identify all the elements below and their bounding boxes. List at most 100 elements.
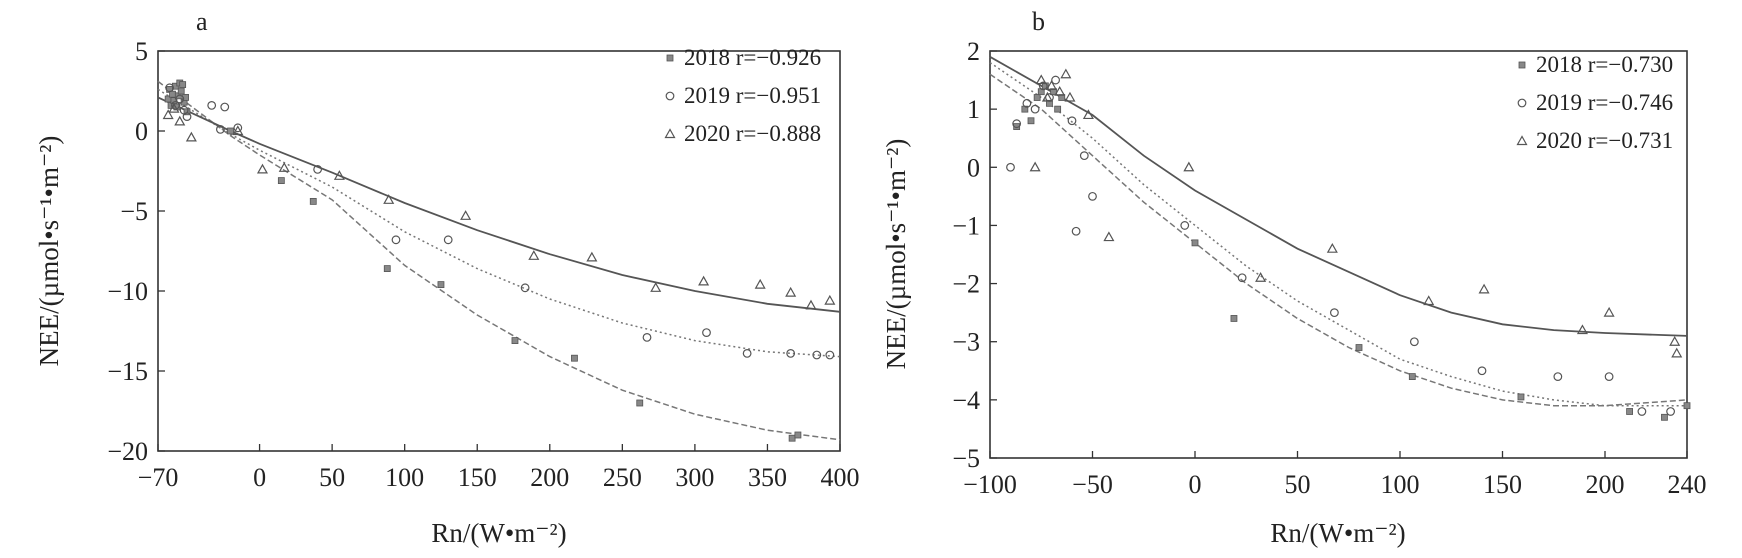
data-point	[1064, 91, 1076, 102]
y-tick-label: −5	[120, 197, 148, 226]
data-point	[1006, 162, 1015, 172]
data-point	[1423, 295, 1435, 306]
x-axis-label: Rn/(W•m⁻²)	[431, 518, 566, 548]
y-tick-label: −2	[952, 270, 980, 299]
legend-label: 2020 r=−0.731	[1536, 128, 1673, 153]
y-tick-label: 1	[967, 95, 980, 124]
fit-line	[157, 96, 841, 313]
y-tick-label: −10	[107, 277, 148, 306]
legend-marker	[666, 54, 674, 62]
legend-marker	[1518, 61, 1526, 69]
data-point	[183, 108, 191, 116]
data-point	[1071, 226, 1081, 236]
data-point	[174, 115, 186, 126]
data-point	[794, 431, 802, 439]
data-point	[1103, 231, 1115, 242]
data-point	[1035, 74, 1047, 85]
y-axis-label: NEE/(µmol•s⁻¹•m⁻²)	[34, 136, 64, 367]
data-point	[460, 210, 472, 220]
data-point	[702, 328, 711, 338]
data-point	[1054, 105, 1062, 113]
x-tick-label: 200	[1586, 470, 1625, 499]
x-ticks: −70 0 50 100 150 200 250 300 350 400	[138, 444, 860, 492]
x-tick-label: 50	[319, 463, 345, 492]
data-point	[185, 131, 197, 142]
x-tick-label: −50	[1072, 470, 1113, 499]
y-tick-label: 5	[135, 37, 148, 66]
data-point	[1230, 315, 1238, 322]
data-point	[1022, 98, 1032, 108]
x-tick-label: 50	[1285, 470, 1311, 499]
x-tick-label: 240	[1668, 470, 1707, 499]
y-tick-label: −4	[952, 386, 980, 415]
data-point	[278, 162, 290, 172]
legend-label: 2018 r=−0.926	[684, 45, 821, 70]
data-point	[437, 281, 445, 289]
legend-label: 2019 r=−0.951	[684, 83, 821, 108]
data-point	[1409, 337, 1419, 347]
legend-label: 2020 r=−0.888	[684, 121, 821, 146]
data-point	[1604, 372, 1614, 382]
x-ticks: −100 −50 0 50 100 150 200 240	[963, 451, 1707, 499]
data-point	[1255, 272, 1267, 282]
data-point	[1079, 151, 1089, 161]
x-axis-label: Rn/(W•m⁻²)	[1270, 518, 1405, 548]
panel-label: b	[1032, 7, 1045, 36]
data-point	[383, 265, 391, 273]
x-tick-label: −100	[963, 470, 1017, 499]
data-point	[256, 163, 269, 174]
data-point	[309, 197, 317, 205]
y-axis-label: NEE/(µmol•s⁻¹•m⁻²)	[881, 139, 911, 370]
data-point	[754, 278, 766, 289]
y-tick-label: 0	[135, 117, 148, 146]
data-point	[1408, 373, 1416, 381]
x-tick-label: 100	[385, 463, 424, 492]
y-tick-label: −15	[107, 357, 148, 386]
x-tick-label: 250	[603, 463, 642, 492]
x-tick-label: 0	[1189, 470, 1202, 499]
x-tick-label: 300	[675, 463, 714, 492]
data-point	[1088, 191, 1097, 201]
data-point	[1661, 413, 1668, 421]
y-tick-label: −1	[952, 211, 980, 240]
data-point	[1082, 109, 1094, 120]
x-tick-label: 150	[1483, 470, 1522, 499]
data-point	[1191, 239, 1199, 247]
data-point	[1045, 80, 1058, 90]
data-point	[698, 275, 710, 286]
data-point	[1666, 407, 1675, 416]
x-tick-label: 150	[458, 463, 497, 492]
plot-frame	[989, 50, 1688, 459]
data-point	[642, 333, 652, 342]
data-point	[232, 125, 244, 136]
data-point	[742, 349, 752, 358]
data-point	[571, 354, 578, 362]
data-point	[227, 127, 234, 135]
legend-marker	[1516, 135, 1528, 146]
data-point	[1029, 161, 1041, 172]
data-point	[1038, 81, 1048, 91]
data-point	[1180, 221, 1190, 230]
data-point	[812, 350, 822, 360]
data-points	[1006, 68, 1691, 421]
x-tick-label: 350	[748, 463, 787, 492]
data-point	[1012, 119, 1022, 129]
data-point	[233, 123, 243, 133]
data-point	[1355, 344, 1363, 351]
legend-marker	[664, 128, 676, 139]
data-point	[1553, 372, 1563, 382]
y-tick-label: 2	[967, 37, 980, 66]
data-point	[1054, 85, 1066, 96]
plot-frame	[157, 50, 841, 452]
y-ticks: 2 1 0 −1 −2 −3 −4 −5	[952, 37, 997, 473]
data-point	[177, 87, 185, 95]
fit-line	[157, 88, 841, 358]
data-point	[824, 294, 836, 305]
data-point	[1058, 94, 1066, 101]
fit-lines	[989, 56, 1688, 407]
data-point	[1183, 161, 1195, 172]
data-point	[788, 434, 796, 442]
data-point	[1669, 335, 1681, 346]
panel-label: a	[196, 7, 208, 36]
